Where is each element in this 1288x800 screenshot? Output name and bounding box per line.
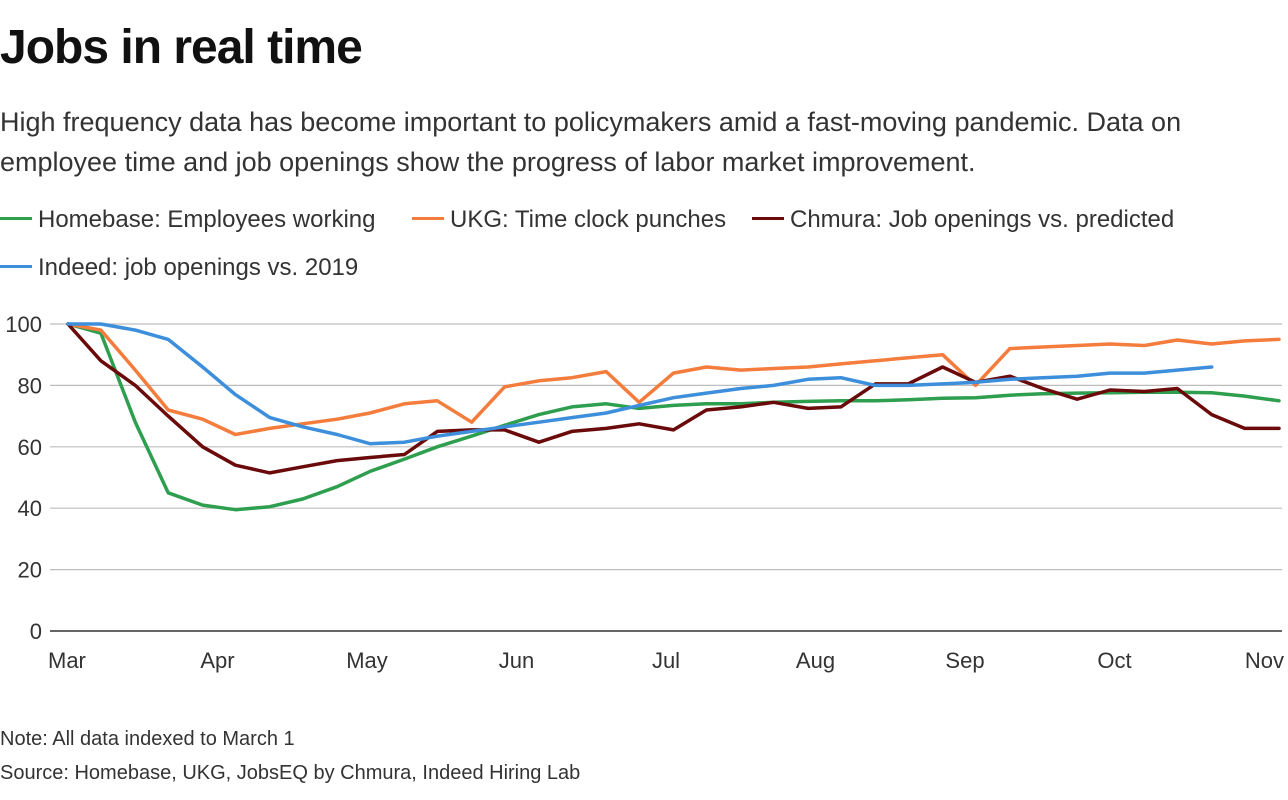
chart-note: Note: All data indexed to March 1 [0,728,295,750]
x-tick-label-apr: Apr [200,648,234,673]
y-tick-label-0: 0 [30,619,42,644]
x-tick-label-sep: Sep [945,648,984,673]
legend-label-homebase: Homebase: Employees working [38,206,376,233]
x-tick-label-aug: Aug [796,648,835,673]
series-line-ukg [66,322,1281,437]
series-layer [66,322,1281,512]
legend-swatch-homebase [0,217,32,221]
legend-label-indeed: Indeed: job openings vs. 2019 [38,254,359,281]
chart-subtitle: High frequency data has become important… [0,107,1182,177]
legend-item-chmura: Chmura: Job openings vs. predicted [752,206,1174,234]
line-chart: 0 20 40 60 80 100 Mar Apr May Jun Jul Aug Sep Oct Nov [5,312,1284,673]
x-tick-label-oct: Oct [1097,648,1131,673]
y-tick-label-60: 60 [18,435,42,460]
x-tick-label-jun: Jun [499,648,534,673]
legend-item-indeed: Indeed: job openings vs. 2019 [0,254,358,282]
chart-title: Jobs in real time [0,21,363,74]
series-line-chmura [66,322,1281,475]
chart-source: Source: Homebase, UKG, JobsEQ by Chmura,… [0,762,581,784]
legend-item-homebase: Homebase: Employees working [0,206,376,234]
y-axis-ticks: 0 20 40 60 80 100 [5,312,42,644]
x-axis-ticks: Mar Apr May Jun Jul Aug Sep Oct Nov [48,648,1284,673]
series-line-homebase [66,322,1281,512]
legend-swatch-indeed [0,265,32,269]
legend-swatch-chmura [752,217,784,221]
legend-swatch-ukg [412,217,444,221]
y-tick-label-80: 80 [18,373,42,398]
y-tick-label-100: 100 [5,312,42,337]
legend-label-chmura: Chmura: Job openings vs. predicted [790,206,1175,233]
x-tick-label-mar: Mar [48,648,86,673]
legend-item-ukg: UKG: Time clock punches [412,206,726,234]
x-tick-label-jul: Jul [652,648,680,673]
y-tick-label-20: 20 [18,558,42,583]
series-line-indeed [66,322,1214,446]
x-tick-label-nov: Nov [1245,648,1284,673]
legend-label-ukg: UKG: Time clock punches [450,206,727,233]
y-tick-label-40: 40 [18,496,42,521]
grid-layer [50,323,1282,632]
x-tick-label-may: May [346,648,388,673]
